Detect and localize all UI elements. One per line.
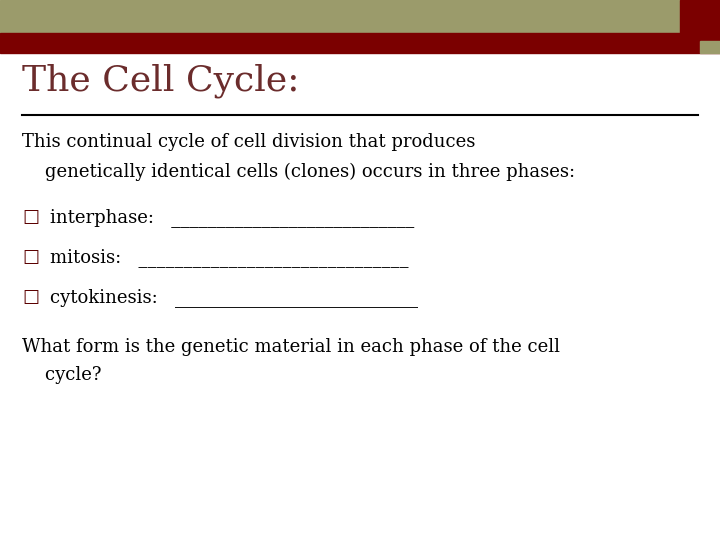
Text: interphase:   ___________________________: interphase: ___________________________ [50, 208, 414, 227]
Bar [0, 33, 720, 53]
Text: What form is the genetic material in each phase of the cell: What form is the genetic material in eac… [22, 338, 560, 356]
Text: □: □ [22, 288, 39, 306]
Bar [700, 41, 720, 53]
Text: This continual cycle of cell division that produces: This continual cycle of cell division th… [22, 133, 475, 151]
Text: cytokinesis:   ___________________________: cytokinesis: ___________________________ [50, 288, 418, 307]
Text: genetically identical cells (clones) occurs in three phases:: genetically identical cells (clones) occ… [22, 163, 575, 181]
Text: mitosis:   ______________________________: mitosis: ______________________________ [50, 248, 408, 267]
Text: □: □ [22, 248, 39, 266]
Bar [680, 0, 720, 33]
Text: cycle?: cycle? [22, 366, 102, 384]
Text: The Cell Cycle:: The Cell Cycle: [22, 63, 300, 98]
Text: □: □ [22, 208, 39, 226]
Bar [0, 0, 720, 33]
